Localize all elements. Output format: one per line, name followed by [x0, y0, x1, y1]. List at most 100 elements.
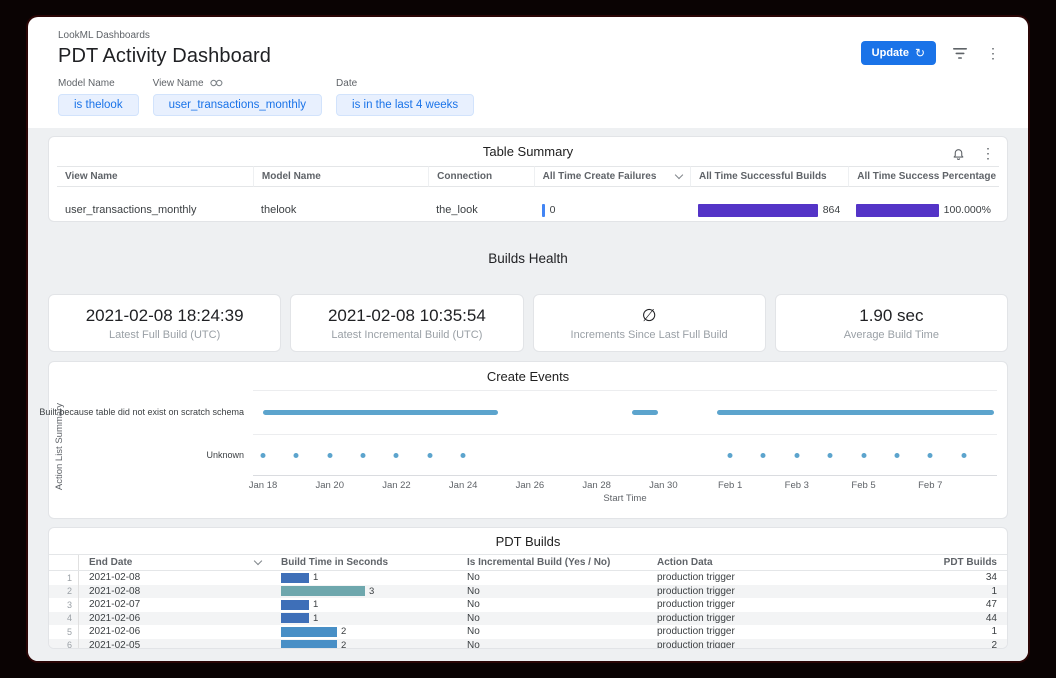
row-number-header [49, 555, 79, 570]
is-incremental-cell[interactable]: No [467, 572, 480, 584]
chevron-down-icon[interactable] [253, 556, 263, 566]
filter-list-icon[interactable] [951, 44, 969, 62]
filter-chip[interactable]: is thelook [58, 94, 139, 116]
filter-label-text: View Name [152, 77, 204, 89]
action-data-cell[interactable]: production trigger [657, 585, 735, 597]
column-header[interactable]: End Date [79, 555, 271, 570]
filter-chip[interactable]: user_transactions_monthly [152, 94, 323, 116]
column-header[interactable]: All Time Create Failures [533, 166, 690, 187]
event-point[interactable] [760, 453, 766, 458]
pdt-builds-cell[interactable]: 44 [985, 612, 997, 624]
filter-chip[interactable]: is in the last 4 weeks [336, 94, 475, 116]
pdt-builds-cell[interactable]: 1 [991, 626, 997, 638]
column-header[interactable]: PDT Builds [825, 555, 1007, 570]
event-segment[interactable] [263, 410, 499, 415]
event-point[interactable] [894, 453, 900, 458]
category-label: Unknown [206, 449, 244, 460]
plot-area-wrap: Jan 18 Jan 20 Jan 22 Jan 24 Jan 26 Jan 28 Jan … [249, 390, 997, 504]
is-incremental-cell[interactable]: No [467, 599, 480, 611]
view-name-cell[interactable]: user_transactions_monthly [65, 204, 197, 216]
action-data-cell[interactable]: production trigger [657, 572, 735, 584]
end-date-cell[interactable]: 2021-02-07 [89, 599, 141, 611]
event-point[interactable] [393, 453, 399, 458]
column-header[interactable]: All Time Success Percentage [848, 166, 999, 187]
end-date-cell[interactable]: 2021-02-05 [89, 639, 141, 649]
row-number: 4 [49, 611, 79, 625]
is-incremental-cell[interactable]: No [467, 639, 480, 649]
event-point[interactable] [293, 453, 299, 458]
column-header[interactable]: View Name [57, 166, 253, 187]
event-point[interactable] [727, 453, 733, 458]
action-data-cell[interactable]: production trigger [657, 612, 735, 624]
event-point[interactable] [827, 453, 833, 458]
more-options-icon[interactable]: ⋮ [986, 45, 1000, 61]
build-time-cell[interactable]: 2 [271, 625, 457, 639]
action-data-cell[interactable]: production trigger [657, 639, 735, 649]
chevron-down-icon[interactable] [674, 170, 684, 180]
plot-area [253, 390, 997, 476]
x-tick-label: Jan 30 [649, 480, 678, 491]
event-point[interactable] [260, 453, 266, 458]
pdt-builds-cell[interactable]: 2 [991, 639, 997, 649]
build-time-bar [281, 613, 309, 624]
end-date-cell[interactable]: 2021-02-06 [89, 612, 141, 624]
column-header[interactable]: Connection [428, 166, 534, 187]
build-time-cell[interactable]: 1 [271, 598, 457, 612]
event-point[interactable] [327, 453, 333, 458]
kpi-tile: 2021-02-08 10:35:54 Latest Incremental Bu… [290, 294, 524, 352]
alerts-bell-icon[interactable] [949, 144, 967, 162]
column-header-label: All Time Successful Builds [698, 171, 827, 182]
update-button[interactable]: Update ↻ [860, 41, 936, 65]
end-date-cell[interactable]: 2021-02-08 [89, 572, 141, 584]
filters: Model Name is thelook View Name user_transa… [28, 68, 1028, 128]
successful-builds-cell[interactable]: 864 [690, 194, 848, 220]
pdt-builds-cell[interactable]: 1 [991, 585, 997, 597]
column-header[interactable]: Action Data [647, 555, 825, 570]
column-header[interactable]: Model Name [252, 166, 429, 187]
build-time-cell[interactable]: 3 [271, 585, 457, 599]
table-row: 6 2021-02-05 2 No production trigger 2 [49, 638, 1007, 649]
create-failures-cell[interactable]: 0 [534, 194, 690, 220]
success-percentage-cell[interactable]: 100.000% [848, 194, 999, 220]
table-row: 1 2021-02-08 1 No production trigger 34 [49, 571, 1007, 585]
breadcrumb[interactable]: LookML Dashboards [58, 30, 150, 41]
table-summary-data-row: user_transactions_monthly thelook the_look… [57, 194, 999, 220]
build-time-cell[interactable]: 1 [271, 571, 457, 585]
is-incremental-cell[interactable]: No [467, 626, 480, 638]
tile-kebab-icon[interactable]: ⋮ [981, 145, 995, 161]
is-incremental-cell[interactable]: No [467, 585, 480, 597]
event-point[interactable] [460, 453, 466, 458]
pdt-builds-title: PDT Builds [495, 534, 561, 549]
build-time-cell[interactable]: 1 [271, 612, 457, 626]
filter: Model Name is thelook [58, 77, 139, 116]
build-time-cell[interactable]: 2 [271, 639, 457, 648]
column-header[interactable]: Is Incremental Build (Yes / No) [457, 555, 647, 570]
event-segment[interactable] [716, 410, 994, 415]
model-name-cell[interactable]: thelook [260, 204, 297, 216]
kpi-value[interactable]: 2021-02-08 18:24:39 [85, 305, 244, 325]
connection-cell[interactable]: the_look [436, 204, 478, 216]
event-point[interactable] [794, 453, 800, 458]
kpi-value[interactable]: 2021-02-08 10:35:54 [327, 305, 486, 325]
event-segment[interactable] [631, 410, 659, 415]
event-point[interactable] [427, 453, 433, 458]
filter: Date is in the last 4 weeks [336, 77, 475, 116]
event-point[interactable] [861, 453, 867, 458]
column-header[interactable]: Build Time in Seconds [271, 555, 457, 570]
x-tick-label: Feb 7 [918, 480, 943, 491]
end-date-cell[interactable]: 2021-02-06 [89, 626, 141, 638]
kpi-value[interactable]: 1.90 sec [859, 305, 924, 325]
is-incremental-cell[interactable]: No [467, 612, 480, 624]
table-row: 3 2021-02-07 1 No production trigger 47 [49, 598, 1007, 612]
action-data-cell[interactable]: production trigger [657, 626, 735, 638]
action-data-cell[interactable]: production trigger [657, 599, 735, 611]
column-header[interactable]: All Time Successful Builds [689, 166, 849, 187]
event-point[interactable] [360, 453, 366, 458]
kpi-tile: 2021-02-08 18:24:39 Latest Full Build (UT… [48, 294, 282, 352]
event-point[interactable] [961, 453, 967, 458]
pdt-builds-cell[interactable]: 34 [985, 572, 997, 584]
event-point[interactable] [927, 453, 933, 458]
end-date-cell[interactable]: 2021-02-08 [89, 585, 141, 597]
pdt-builds-cell[interactable]: 47 [985, 599, 997, 611]
kpi-value[interactable]: ∅ [641, 305, 657, 325]
